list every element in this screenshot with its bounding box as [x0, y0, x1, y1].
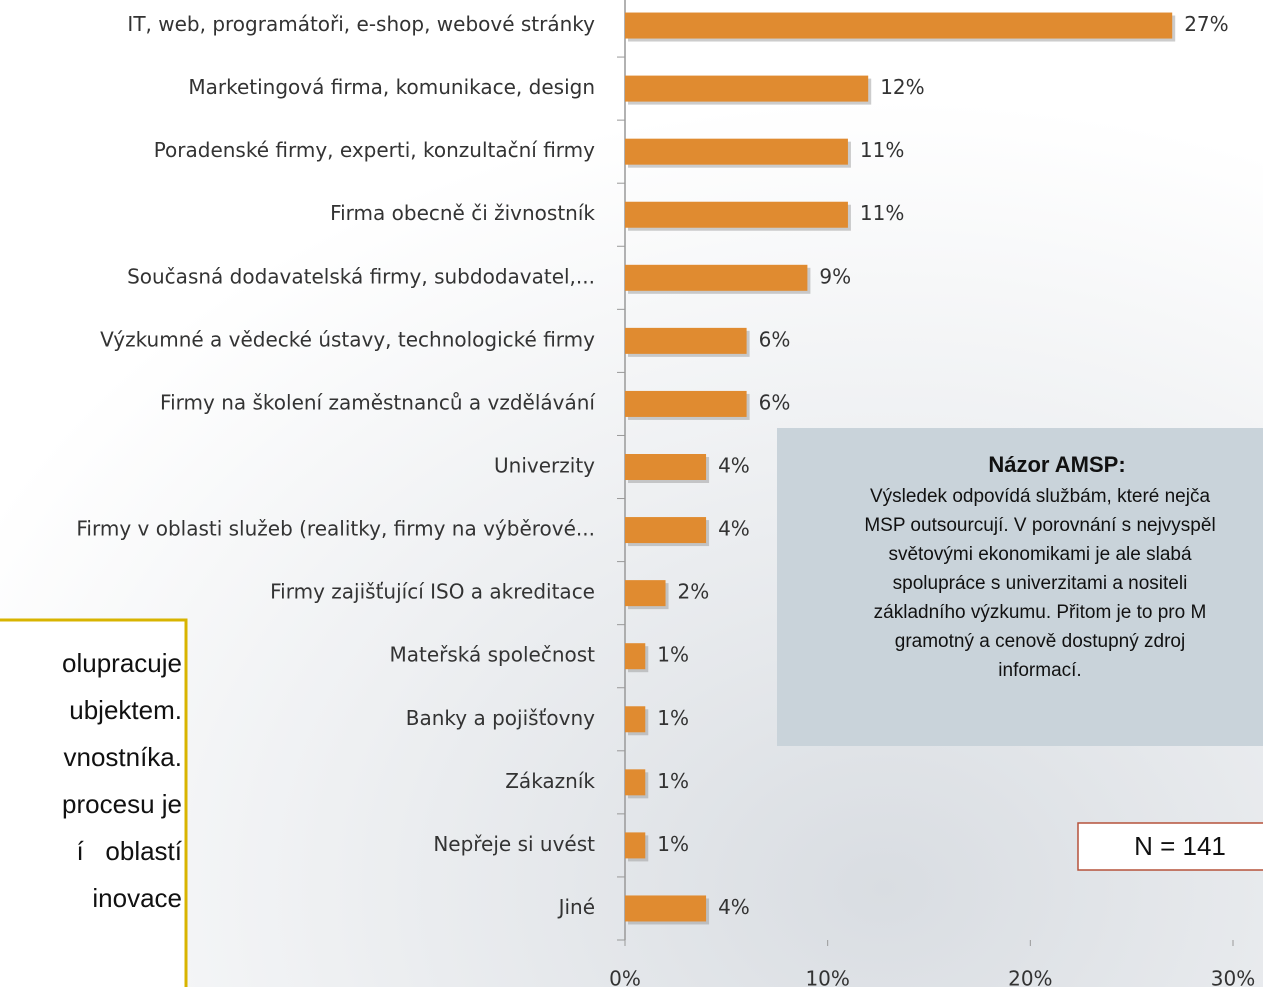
category-label: Firmy v oblasti služeb (realitky, firmy …	[76, 517, 595, 541]
bar	[625, 454, 707, 480]
value-label: 4%	[718, 454, 750, 478]
category-label: Výzkumné a vědecké ústavy, technologické…	[100, 327, 595, 351]
category-label: Banky a pojišťovny	[406, 706, 595, 730]
bar	[625, 12, 1173, 39]
x-tick-label: 0%	[609, 967, 641, 987]
value-label: 4%	[718, 895, 750, 919]
side-note-box	[0, 618, 188, 987]
value-label: 9%	[819, 264, 851, 288]
sample-size: N = 141	[1134, 831, 1226, 861]
bar	[625, 832, 646, 859]
side-note-line: olupracuje	[62, 648, 182, 678]
bar	[625, 517, 707, 544]
side-note-line: inovace	[92, 883, 182, 913]
category-label: Mateřská společnost	[389, 643, 595, 667]
value-label: 1%	[657, 832, 689, 856]
category-label: Nepřeje si uvést	[433, 832, 595, 856]
category-label: Univerzity	[494, 454, 595, 478]
bar	[625, 895, 707, 922]
value-label: 6%	[759, 327, 791, 351]
bar	[625, 706, 646, 733]
bar	[625, 580, 666, 607]
category-label: Současná dodavatelská firmy, subdodavate…	[127, 264, 595, 288]
side-note-line: í oblastí	[77, 836, 183, 866]
value-label: 2%	[678, 580, 710, 604]
value-label: 27%	[1184, 12, 1228, 36]
opinion-line: světovými ekonomikami je ale slabá	[888, 544, 1192, 565]
opinion-line: spolupráce s univerzitami a nositeli	[893, 573, 1188, 594]
category-label: Firma obecně či živnostník	[330, 201, 595, 225]
bar	[625, 138, 848, 165]
side-note-line: vnostníka.	[63, 742, 182, 772]
bar	[625, 201, 848, 228]
category-label: Firmy na školení zaměstnanců a vzděláván…	[160, 390, 596, 414]
category-label: IT, web, programátoři, e-shop, webové st…	[127, 12, 595, 36]
bar	[625, 390, 747, 417]
bar	[625, 327, 747, 354]
opinion-line: gramotný a cenově dostupný zdroj	[895, 631, 1185, 652]
category-label: Zákazník	[505, 769, 595, 793]
bar	[625, 643, 646, 670]
value-label: 11%	[860, 138, 904, 162]
category-label: Firmy zajišťující ISO a akreditace	[270, 580, 595, 604]
opinion-line: informací.	[998, 660, 1081, 681]
category-label: Marketingová firma, komunikace, design	[188, 75, 595, 99]
category-label: Jiné	[557, 895, 595, 919]
value-label: 1%	[657, 643, 689, 667]
opinion-title: Názor AMSP:	[988, 452, 1125, 477]
value-label: 12%	[880, 75, 924, 99]
sample-box	[1077, 822, 1263, 871]
value-label: 11%	[860, 201, 904, 225]
value-label: 1%	[657, 769, 689, 793]
value-label: 6%	[759, 390, 791, 414]
opinion-line: Výsledek odpovídá službám, které nejča	[870, 486, 1211, 507]
bar	[625, 75, 869, 102]
bar	[625, 264, 808, 291]
category-label: Poradenské firmy, experti, konzultační f…	[154, 138, 595, 162]
value-label: 4%	[718, 517, 750, 541]
x-tick-label: 30%	[1211, 967, 1255, 987]
side-note-line: procesu je	[62, 789, 182, 819]
value-label: 1%	[657, 706, 689, 730]
opinion-line: základního výzkumu. Přitom je to pro M	[874, 602, 1207, 623]
opinion-line: MSP outsourcují. V porovnání s nejvyspěl	[864, 515, 1215, 536]
side-note-line: ubjektem.	[69, 695, 182, 725]
x-tick-label: 20%	[1008, 967, 1052, 987]
opinion-box	[777, 428, 1263, 746]
x-tick-label: 10%	[805, 967, 849, 987]
bar	[625, 769, 646, 796]
